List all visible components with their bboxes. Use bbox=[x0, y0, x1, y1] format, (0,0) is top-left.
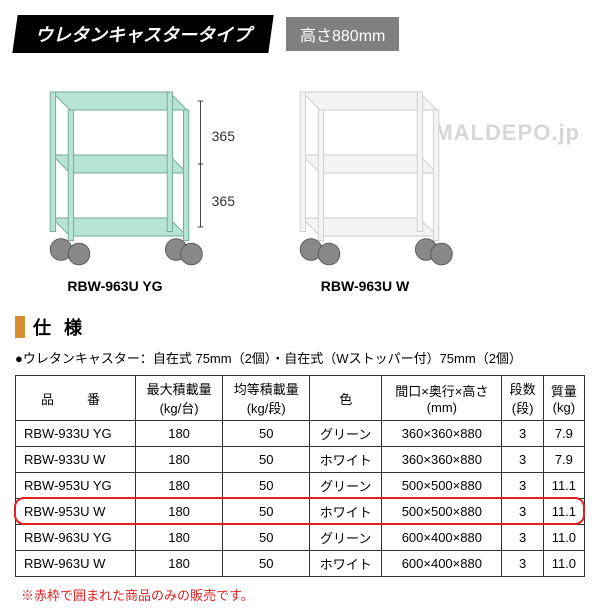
spec-note: ●ウレタンキャスター：自在式 75mm（2個）・自在式（Wストッパー付）75mm… bbox=[15, 348, 585, 367]
table-cell: 3 bbox=[502, 525, 543, 551]
dimension-1: 365 bbox=[212, 128, 235, 144]
table-header: 質量(kg) bbox=[543, 376, 584, 421]
title-badge: ウレタンキャスタータイプ bbox=[12, 15, 273, 53]
table-row: RBW-953U W18050ホワイト500×500×880311.1 bbox=[16, 499, 585, 525]
table-header: 品 番 bbox=[16, 376, 136, 421]
table-cell: 180 bbox=[136, 499, 223, 525]
table-cell: 11.0 bbox=[543, 551, 584, 577]
table-cell: 180 bbox=[136, 551, 223, 577]
spec-table: 品 番最大積載量(kg/台)均等積載量(kg/段)色間口×奥行×高さ(mm)段数… bbox=[15, 375, 585, 577]
table-cell: 50 bbox=[223, 525, 310, 551]
table-cell: 180 bbox=[136, 421, 223, 447]
table-cell: 3 bbox=[502, 499, 543, 525]
table-cell: 3 bbox=[502, 473, 543, 499]
title-text: ウレタンキャスタータイプ bbox=[35, 21, 251, 47]
table-cell: 600×400×880 bbox=[382, 525, 502, 551]
table-cell: 360×360×880 bbox=[382, 421, 502, 447]
table-cell: ホワイト bbox=[310, 499, 382, 525]
table-cell: 360×360×880 bbox=[382, 447, 502, 473]
table-cell: 3 bbox=[502, 447, 543, 473]
table-cell: 3 bbox=[502, 551, 543, 577]
table-row: RBW-963U YG18050グリーン600×400×880311.0 bbox=[16, 525, 585, 551]
products-row: 365 365 RBW-963U YG RBW-963U W bbox=[15, 73, 585, 294]
table-cell: RBW-953U W bbox=[16, 499, 136, 525]
table-cell: 7.9 bbox=[543, 447, 584, 473]
table-cell: 50 bbox=[223, 499, 310, 525]
spec-section: 仕 様 ●ウレタンキャスター：自在式 75mm（2個）・自在式（Wストッパー付）… bbox=[15, 314, 585, 604]
table-cell: 600×400×880 bbox=[382, 551, 502, 577]
table-cell: 500×500×880 bbox=[382, 499, 502, 525]
table-cell: 11.1 bbox=[543, 499, 584, 525]
height-badge: 高さ880mm bbox=[286, 17, 399, 51]
footer-note: ※赤枠で囲まれた商品のみの販売です。 bbox=[15, 585, 585, 604]
spec-bar-icon bbox=[15, 316, 25, 338]
table-cell: RBW-933U W bbox=[16, 447, 136, 473]
product-label-green: RBW-963U YG bbox=[67, 278, 162, 294]
table-cell: 50 bbox=[223, 473, 310, 499]
cart-image-green bbox=[25, 73, 205, 273]
table-header: 最大積載量(kg/台) bbox=[136, 376, 223, 421]
table-cell: 180 bbox=[136, 473, 223, 499]
table-cell: RBW-953U YG bbox=[16, 473, 136, 499]
table-cell: ホワイト bbox=[310, 551, 382, 577]
table-cell: 180 bbox=[136, 447, 223, 473]
table-cell: グリーン bbox=[310, 473, 382, 499]
table-cell: 500×500×880 bbox=[382, 473, 502, 499]
table-row: RBW-963U W18050ホワイト600×400×880311.0 bbox=[16, 551, 585, 577]
table-row: RBW-933U YG18050グリーン360×360×88037.9 bbox=[16, 421, 585, 447]
table-cell: RBW-963U W bbox=[16, 551, 136, 577]
table-cell: 50 bbox=[223, 447, 310, 473]
table-header: 均等積載量(kg/段) bbox=[223, 376, 310, 421]
cart-image-white bbox=[275, 73, 455, 273]
table-header: 間口×奥行×高さ(mm) bbox=[382, 376, 502, 421]
table-row: RBW-953U YG18050グリーン500×500×880311.1 bbox=[16, 473, 585, 499]
table-header: 段数(段) bbox=[502, 376, 543, 421]
table-cell: 11.0 bbox=[543, 525, 584, 551]
table-cell: RBW-963U YG bbox=[16, 525, 136, 551]
table-cell: グリーン bbox=[310, 525, 382, 551]
product-green: 365 365 RBW-963U YG bbox=[25, 73, 205, 294]
table-cell: 180 bbox=[136, 525, 223, 551]
table-header: 色 bbox=[310, 376, 382, 421]
product-white: RBW-963U W bbox=[275, 73, 455, 294]
spec-title: 仕 様 bbox=[33, 314, 86, 340]
product-label-white: RBW-963U W bbox=[321, 278, 409, 294]
table-cell: 3 bbox=[502, 421, 543, 447]
table-cell: 50 bbox=[223, 551, 310, 577]
table-cell: 50 bbox=[223, 421, 310, 447]
table-cell: RBW-933U YG bbox=[16, 421, 136, 447]
table-cell: 7.9 bbox=[543, 421, 584, 447]
table-row: RBW-933U W18050ホワイト360×360×88037.9 bbox=[16, 447, 585, 473]
dimension-2: 365 bbox=[212, 193, 235, 209]
table-cell: 11.1 bbox=[543, 473, 584, 499]
table-cell: グリーン bbox=[310, 421, 382, 447]
table-cell: ホワイト bbox=[310, 447, 382, 473]
